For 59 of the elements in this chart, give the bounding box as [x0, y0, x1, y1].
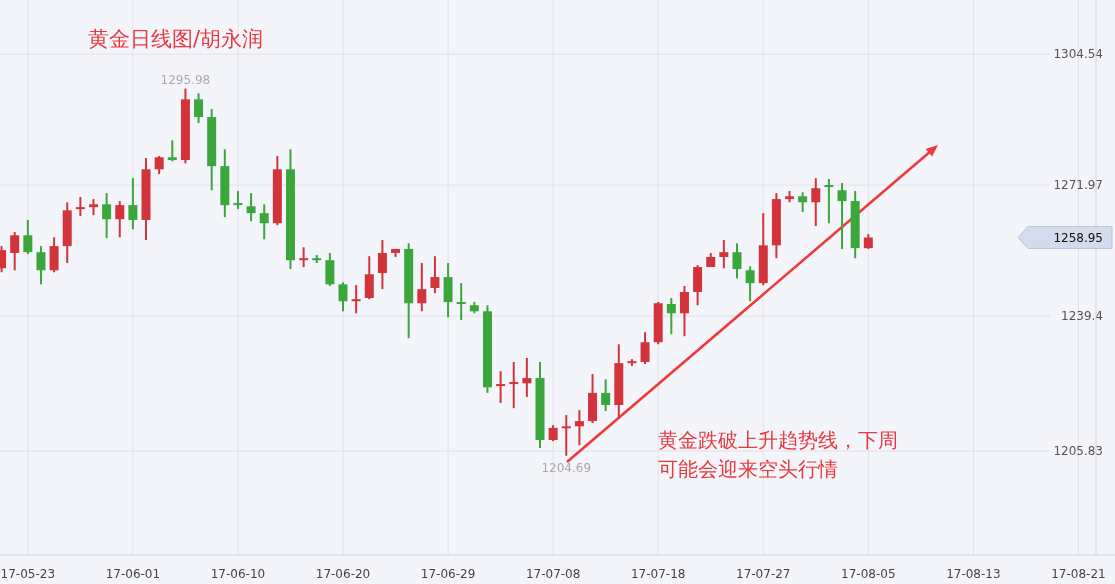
candlestick: [75, 196, 85, 217]
candlestick: [36, 245, 46, 286]
candlestick: [299, 246, 309, 269]
y-tick-label: 1304.54: [1053, 47, 1103, 62]
candlestick: [732, 242, 742, 280]
x-tick-label: 17-06-01: [105, 567, 161, 581]
candlestick: [351, 284, 361, 315]
annotation: 1295.98: [160, 72, 211, 87]
candlestick: [561, 414, 571, 457]
candlestick: [824, 177, 834, 225]
candlestick: [811, 177, 821, 228]
candlestick: [430, 255, 440, 295]
candlestick: [417, 262, 427, 313]
candlestick: [601, 378, 611, 413]
annotation: 黄金跌破上升趋势线，下周: [658, 428, 898, 452]
candlestick: [745, 265, 755, 303]
candlestick: [10, 231, 20, 272]
y-tick-label: 1205.83: [1053, 444, 1103, 459]
candlestick: [666, 297, 676, 336]
candlestick: [456, 282, 466, 322]
candlestick: [509, 360, 519, 410]
x-tick-label: 17-06-29: [420, 567, 476, 581]
candlestick: [364, 255, 374, 301]
price-tag: 1258.95: [1017, 226, 1113, 249]
annotation: 可能会迎来空头行情: [658, 457, 838, 481]
candlestick: [798, 191, 808, 213]
x-tick-label: 17-07-27: [736, 567, 791, 581]
text: 黄金日线图/胡永润: [88, 27, 264, 51]
annotation: 1204.69: [541, 460, 592, 475]
x-tick-label: 17-08-05: [841, 567, 896, 581]
x-tick-label: 17-08-13: [946, 567, 1001, 581]
candlestick: [837, 181, 847, 250]
candlestick: [640, 331, 650, 365]
candlestick: [259, 203, 269, 241]
candlestick: [128, 177, 138, 231]
x-tick-label: 17-08-21: [1051, 567, 1106, 581]
x-tick-label: 17-07-18: [630, 567, 686, 581]
annotation: 1258.95: [1053, 230, 1103, 245]
x-tick-label: 17-07-08: [525, 567, 581, 581]
x-tick-label: 17-05-23: [0, 567, 56, 581]
candlestick: [338, 281, 348, 313]
candlestick: [574, 409, 584, 447]
candlestick: [496, 370, 506, 404]
candlestick: [522, 356, 532, 398]
x-tick-label: 17-06-10: [210, 567, 266, 581]
candlestick: [377, 239, 387, 291]
y-tick-label: 1239.4: [1061, 309, 1103, 324]
candlestick: [23, 218, 33, 256]
y-tick-label: 1271.97: [1053, 178, 1103, 193]
candlestick: [167, 139, 177, 163]
candlestick: [115, 200, 125, 239]
candlestick: [719, 239, 729, 270]
x-tick-label: 17-06-20: [315, 567, 371, 581]
candlestick: [154, 155, 164, 176]
candlestick: [679, 284, 689, 338]
candlestick: [233, 190, 243, 211]
candlestick: [194, 92, 204, 125]
candlestick: [102, 192, 112, 240]
candlestick: [246, 192, 256, 223]
